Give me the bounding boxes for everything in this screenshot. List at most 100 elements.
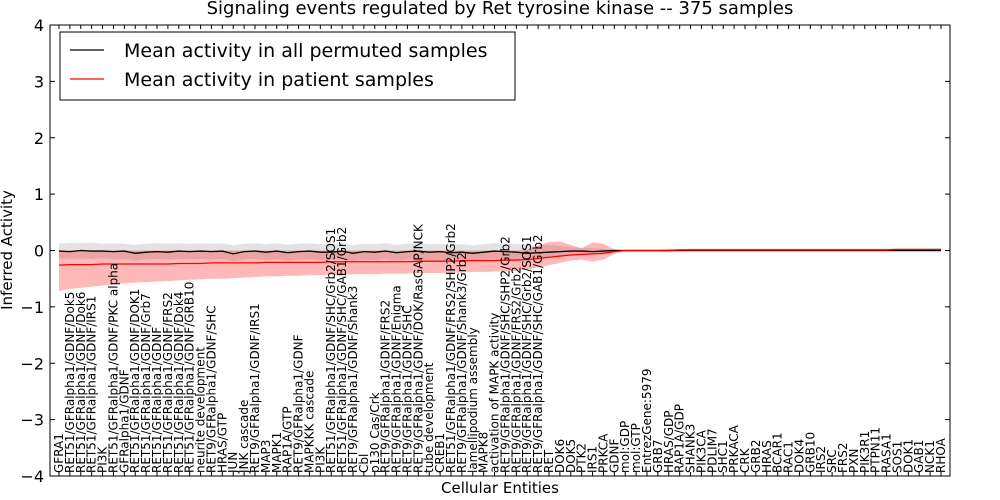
x-axis-label: Cellular Entities [441,479,559,497]
x-tick-label: RET51/GFRalpha1/GDNF/GRB10 [183,282,197,473]
x-tick-label: PI3K [96,446,110,473]
x-tick-label: RET9/GFRalpha1/GDNF/DOK/RasGAP/NCK [411,223,425,473]
x-tick-label: GRB10 [803,432,817,473]
x-tick-label: GFRA1 [52,433,66,473]
x-tick-label: RET9/GFRalpha1/GDNF/FRS2 [379,300,393,473]
x-tick-label: RET9/GFRalpha1/GDNF/IRS1 [248,303,262,473]
x-tick-label: RET9/GFRalpha1/GDNF [292,334,306,473]
x-tick-label: RET51/GFRalpha1/GDNF/IRS1 [85,296,99,473]
x-tick-label: DOK6 [553,439,567,473]
x-tick-label: PTPN11 [869,427,883,473]
x-tick-label: RET51/GFRalpha1/GDNF/PKC alpha [106,263,120,473]
legend-label-permuted: Mean activity in all permuted samples [124,40,487,62]
x-tick-label: PXN [847,449,861,473]
x-tick-label: RET51/GFRalpha1/GDNF/Dok4 [172,292,186,473]
x-tick-label: GDNF [607,438,621,473]
x-tick-label: DOK4 [792,439,806,473]
x-tick-label: MAP3 [259,440,273,473]
x-tick-label: DOK5 [564,439,578,473]
x-tick-label: activation of MAPK activity [488,313,502,473]
x-tick-label: RET51/GFRalpha1/GDNF/Dok5 [63,292,77,473]
x-tick-label: IRS1 [586,446,600,473]
x-tick-label: PRKCA [596,433,610,473]
x-tick-label: PRKACA [727,424,741,473]
x-tick-label: HRAS/GTP [215,413,229,473]
x-tick-label: lamellipodium assembly [466,327,480,473]
x-tick-label: JUN [226,452,240,474]
x-tick-label: RET9/GFRalpha1/GDNF/Enigma [390,285,404,473]
x-tick-label: MAPK8 [477,432,491,473]
legend-box [59,31,516,101]
x-tick-label: EntrezGene:5979 [640,369,654,474]
y-tick-label: −4 [20,467,44,486]
y-tick-label: 4 [34,16,44,35]
x-tick-label: PIK3R1 [858,431,872,473]
x-tick-label: FRS2 [836,443,850,474]
x-tick-label: RET51/GFRalpha1/GDNF/SHC/GAB1/Grb2 [335,227,349,473]
x-tick-label: neurite development [194,347,208,473]
x-tick-label: IRS2 [814,446,828,473]
x-tick-label: mol:GTP [629,423,643,473]
x-tick-label: RET51/GFRalpha1/GDNF/DOK1 [128,289,142,473]
y-tick-label: 1 [34,185,44,204]
x-tick-label: Cbl [357,454,371,473]
x-tick-label: GFRalpha1/GDNF [117,369,131,473]
legend: Mean activity in all permuted samples Me… [59,31,516,101]
x-tick-label: RET51/GFRalpha1/GDNF/Grb7 [139,293,153,473]
x-tick-label: GRB2 [749,439,763,473]
x-tick-label: RET9/GFRalpha1/GDNF/SHC [400,305,414,473]
x-tick-label: RAC1 [782,441,796,473]
x-tick-label: HRAS [760,440,774,473]
x-tick-label: RAP1A/GDP [673,404,687,473]
x-tick-label: GRB7 [651,439,665,473]
x-axis-ticks: GFRA1RET51/GFRalpha1/GDNF/Dok5RET51/GFRa… [52,25,948,476]
x-tick-label: RET9/GFRalpha1/GDNF/SHC/Grb2/SOS1 [520,235,534,473]
legend-label-patient: Mean activity in patient samples [124,69,434,91]
y-tick-label: −2 [20,354,44,373]
x-tick-label: BCAR1 [771,432,785,473]
y-tick-label: 3 [34,72,44,91]
x-tick-label: RET9/GFRalpha1/GDNF/Shank3/Grb2 [455,252,469,473]
x-tick-label: RAP1A/GTP [281,406,295,473]
x-tick-label: RET51/GFRalpha1/GDNF/FRS2/SHP2/Grb2 [444,223,458,473]
y-tick-label: 0 [34,242,44,261]
x-tick-label: SOS1 [890,441,904,473]
x-tick-label: PI3K [313,446,327,473]
x-tick-label: PDLIM7 [705,428,719,473]
series-line-patient [58,248,941,266]
x-tick-label: RASA1 [880,433,894,473]
y-axis-ticks: −4 −3 −2 −1 0 1 2 3 4 [20,16,950,486]
x-tick-label: RET [542,449,556,473]
x-tick-label: CRK [738,447,752,473]
x-tick-label: RET9/GFRalpha1/GDNF/FRS2/Grb2 [509,266,523,473]
x-tick-label: RET9/GFRalpha1/GDNF/Shank3 [346,286,360,473]
band-patient [59,241,941,292]
x-tick-label: RET51/GFRalpha1/GDNF [150,327,164,473]
x-tick-label: NCK1 [923,440,937,473]
x-tick-label: HRAS/GDP [662,410,676,473]
x-tick-label: PTK2 [575,443,589,473]
x-tick-label: RET9/GFRalpha1/GDNF/SHC/SHP2/Grb2 [498,236,512,473]
x-tick-label: SHC1 [716,440,730,473]
x-tick-label: RET9/GFRalpha1/GDNF/SHC [204,305,218,473]
y-tick-label: −3 [20,411,44,430]
x-tick-label: RHOA [934,437,948,473]
x-tick-label: MAPK1 [270,432,284,473]
chart-title: Signaling events regulated by Ret tyrosi… [207,0,794,19]
x-tick-label: RET51/GFRalpha1/GDNF/FRS2 [161,292,175,473]
x-tick-label: CREB1 [433,433,447,473]
x-tick-label: RET51/GFRalpha1/GDNF/Dok6 [74,292,88,473]
y-tick-label: 2 [34,129,44,148]
x-tick-label: SHANK3 [684,424,698,473]
x-tick-label: tube development [422,362,436,473]
x-tick-label: JNK cascade [237,400,251,474]
x-tick-label: RET51/GFRalpha1/GDNF/SHC/Grb2/SOS1 [324,228,338,473]
x-tick-label: RET9/GFRalpha1/GDNF/SHC/GAB1/Grb2 [531,234,545,473]
x-tick-label: DOK1 [901,439,915,473]
y-axis-label: Inferred Activity [0,190,16,310]
x-tick-label: mol:GDP [618,421,632,473]
x-tick-label: GAB1 [912,440,926,473]
y-tick-label: −1 [20,298,44,317]
x-tick-label: MAPKKK cascade [302,371,316,473]
